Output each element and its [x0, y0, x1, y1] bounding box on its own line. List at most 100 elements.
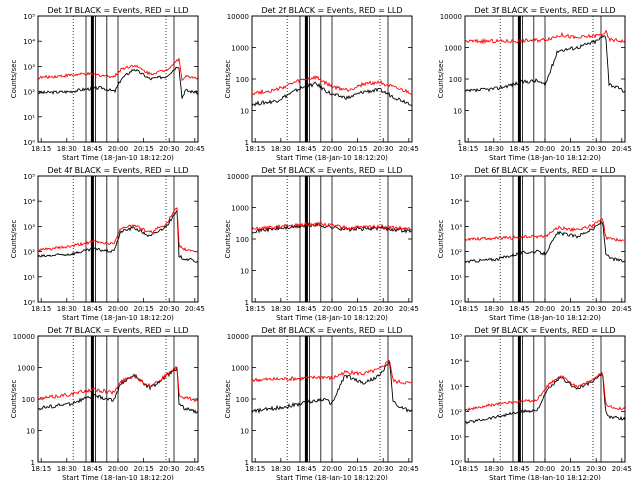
x-tick-label: 18:15 [31, 305, 51, 313]
x-tick-label: 20:45 [185, 305, 205, 313]
x-tick-label: 20:15 [134, 145, 154, 153]
series-events-line [251, 360, 413, 415]
y-tick-label: 1 [245, 459, 249, 467]
y-axis-label: Counts/sec [10, 60, 18, 99]
series-events-line [37, 66, 199, 99]
x-axis-label: Start Time (18-Jan-10 18:12:20) [489, 154, 601, 162]
panel-det-8: Det 8f BLACK = Events, RED = LLD 1 10 100 10… [224, 326, 419, 482]
x-tick-label: 20:45 [185, 145, 205, 153]
x-tick-label: 18:30 [57, 465, 77, 473]
series-lld-line [251, 359, 413, 385]
y-tick-label: 10000 [227, 173, 249, 181]
panel-title: Det 5f BLACK = Events, RED = LLD [261, 166, 402, 175]
attenuator-band [304, 16, 308, 142]
x-tick-label: 18:15 [31, 145, 51, 153]
x-tick-label: 18:45 [82, 305, 102, 313]
y-tick-label: 10² [450, 409, 462, 417]
panel-det-6: Det 6f BLACK = Events, RED = LLD 10⁰ 10¹ 10… [437, 166, 632, 322]
x-tick-label: 20:30 [373, 145, 393, 153]
x-tick-label: 18:15 [458, 305, 478, 313]
x-tick-label: 20:15 [134, 465, 154, 473]
x-tick-label: 20:00 [322, 465, 342, 473]
x-tick-label: 18:45 [509, 305, 529, 313]
y-tick-label: 1 [458, 139, 462, 147]
x-tick-label: 20:15 [561, 465, 581, 473]
y-tick-label: 100 [449, 76, 462, 84]
attenuator-band [517, 336, 521, 462]
x-tick-label: 20:00 [108, 465, 128, 473]
y-tick-label: 1 [31, 459, 35, 467]
attenuator-band [517, 176, 521, 302]
y-tick-label: 10¹ [23, 274, 35, 282]
panel-title: Det 4f BLACK = Events, RED = LLD [47, 166, 188, 175]
x-tick-label: 20:45 [612, 145, 632, 153]
panel-det-9: Det 9f BLACK = Events, RED = LLD 10⁰ 10¹ 10… [437, 326, 632, 482]
panel-det-7: Det 7f BLACK = Events, RED = LLD 1 10 100 10… [10, 326, 205, 482]
y-tick-label: 10 [240, 268, 249, 276]
x-tick-label: 20:15 [561, 145, 581, 153]
x-tick-label: 20:00 [108, 145, 128, 153]
x-tick-label: 18:45 [509, 145, 529, 153]
panel-title: Det 9f BLACK = Events, RED = LLD [474, 326, 615, 335]
series-events-line [251, 81, 413, 107]
y-axis-label: Counts/sec [437, 220, 445, 259]
series-lld-line [464, 217, 625, 242]
y-tick-label: 10000 [227, 333, 249, 341]
x-axis-label: Start Time (18-Jan-10 18:12:20) [62, 474, 174, 480]
panel-title: Det 7f BLACK = Events, RED = LLD [47, 326, 188, 335]
y-axis-label: Counts/sec [437, 380, 445, 419]
x-tick-label: 20:30 [373, 465, 393, 473]
panel-title: Det 3f BLACK = Events, RED = LLD [474, 6, 615, 15]
x-tick-label: 18:45 [296, 305, 316, 313]
y-tick-label: 10⁰ [23, 299, 35, 307]
series-events-line [37, 367, 199, 415]
y-tick-label: 10000 [227, 13, 249, 21]
y-tick-label: 1000 [444, 45, 462, 53]
x-tick-label: 18:45 [509, 465, 529, 473]
x-tick-label: 20:00 [535, 465, 555, 473]
x-tick-label: 18:30 [271, 465, 291, 473]
y-tick-label: 10¹ [23, 114, 35, 122]
y-tick-label: 10 [26, 428, 35, 436]
panel-det-4: Det 4f BLACK = Events, RED = LLD 10⁰ 10¹ 10… [10, 166, 205, 322]
x-tick-label: 20:15 [348, 145, 368, 153]
y-tick-label: 100 [236, 396, 249, 404]
y-tick-label: 10⁵ [450, 333, 462, 341]
x-tick-label: 18:45 [82, 465, 102, 473]
x-axis-label: Start Time (18-Jan-10 18:12:20) [276, 474, 388, 480]
attenuator-band [517, 16, 521, 142]
x-tick-label: 20:30 [586, 305, 606, 313]
y-tick-label: 1000 [231, 45, 249, 53]
y-tick-label: 100 [22, 396, 35, 404]
panel-det-5: Det 5f BLACK = Events, RED = LLD 1 10 100 10… [224, 166, 419, 322]
attenuator-band [90, 176, 94, 302]
y-tick-label: 10 [240, 108, 249, 116]
x-tick-label: 20:45 [399, 465, 419, 473]
x-tick-label: 18:30 [484, 145, 504, 153]
panel-det-2: Det 2f BLACK = Events, RED = LLD 1 10 100 10… [224, 6, 419, 162]
y-tick-label: 100 [236, 76, 249, 84]
x-tick-label: 20:00 [108, 305, 128, 313]
x-tick-label: 20:15 [561, 305, 581, 313]
x-tick-label: 20:45 [612, 305, 632, 313]
x-tick-label: 20:00 [535, 145, 555, 153]
series-events-line [464, 371, 626, 425]
series-events-line [464, 35, 626, 93]
x-tick-label: 20:00 [322, 145, 342, 153]
x-tick-label: 18:30 [271, 305, 291, 313]
panel-title: Det 8f BLACK = Events, RED = LLD [261, 326, 402, 335]
x-tick-label: 20:30 [159, 145, 179, 153]
y-axis-label: Counts/sec [224, 220, 232, 259]
y-axis-label: Counts/sec [10, 380, 18, 419]
y-tick-label: 10⁴ [23, 38, 35, 46]
y-tick-label: 10⁴ [450, 198, 462, 206]
y-tick-label: 10 [453, 108, 462, 116]
x-axis-label: Start Time (18-Jan-10 18:12:20) [62, 154, 174, 162]
x-axis-label: Start Time (18-Jan-10 18:12:20) [489, 474, 601, 480]
x-axis-label: Start Time (18-Jan-10 18:12:20) [489, 314, 601, 322]
x-tick-label: 20:45 [612, 465, 632, 473]
attenuator-band [90, 336, 94, 462]
x-tick-label: 20:45 [185, 465, 205, 473]
